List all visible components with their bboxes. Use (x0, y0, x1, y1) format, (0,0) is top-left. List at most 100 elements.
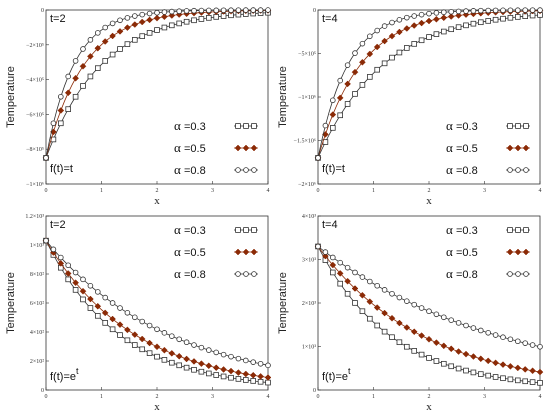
data-point (359, 40, 366, 47)
legend-entry: α =0.5 (174, 244, 258, 259)
series-2 (314, 243, 544, 376)
legend-marker (243, 167, 249, 173)
data-point (484, 357, 492, 365)
data-point (455, 348, 462, 355)
data-point (440, 314, 447, 321)
subplot-4: 0 1 2 3 401×10³2×10³3×10³4×10³xTemperaturet=… (277, 214, 544, 413)
data-point (507, 376, 514, 383)
data-point (315, 155, 321, 161)
data-point (109, 326, 116, 333)
data-point (57, 107, 65, 114)
data-point (529, 367, 536, 375)
legend-label: =0.8 (184, 165, 206, 177)
data-point (257, 360, 264, 367)
alpha-symbol: α (446, 140, 453, 155)
data-point (411, 301, 418, 308)
legend-marker (523, 271, 529, 277)
source-function-label: f(t)=t (50, 163, 73, 175)
data-point (440, 9, 447, 16)
data-point (80, 46, 86, 52)
data-point (139, 346, 146, 353)
data-point (366, 33, 373, 40)
y-tick-label: −2×10⁵ (26, 43, 44, 49)
data-point (101, 309, 109, 317)
legend-entry: α =0.8 (446, 162, 530, 177)
data-point (418, 305, 425, 311)
data-point (235, 376, 242, 382)
alpha-symbol: α (174, 140, 181, 155)
data-point (117, 17, 123, 24)
series-1 (43, 9, 271, 161)
data-point (403, 14, 410, 21)
data-point (470, 8, 477, 14)
data-point (213, 14, 220, 20)
legend-entry: α =0.5 (446, 140, 530, 155)
data-point (463, 322, 469, 329)
data-point (154, 27, 160, 33)
data-point (411, 348, 417, 354)
data-point (146, 350, 153, 356)
series-2 (314, 7, 544, 162)
data-point (344, 101, 351, 107)
data-point (146, 322, 153, 329)
data-point (499, 361, 507, 368)
data-point (176, 8, 183, 15)
y-tick-label: 1×10³ (30, 243, 44, 249)
data-point (50, 120, 57, 127)
data-point (57, 260, 65, 267)
data-point (176, 20, 183, 27)
y-tick-label: 2×10³ (302, 301, 316, 307)
data-point (433, 311, 440, 318)
data-point (351, 68, 359, 76)
y-tick-label: 0 (41, 388, 44, 394)
y-axis-label: Temperature (277, 272, 289, 334)
data-point (183, 18, 190, 25)
data-point (329, 125, 336, 131)
alpha-symbol: α (446, 266, 453, 281)
alpha-symbol: α (174, 244, 181, 259)
data-point (80, 296, 86, 303)
legend-marker (242, 248, 250, 256)
data-point (411, 41, 417, 47)
data-point (447, 345, 455, 353)
legend-label: =0.3 (456, 121, 478, 133)
source-function-superscript: t (76, 366, 79, 376)
data-point (403, 343, 410, 350)
data-point (366, 74, 373, 80)
data-point (94, 302, 102, 310)
y-tick-label: 4×10³ (302, 214, 316, 220)
data-point (366, 315, 373, 322)
data-point (374, 27, 381, 34)
legend-marker (243, 227, 249, 233)
data-point (198, 360, 205, 368)
data-point (515, 377, 521, 384)
data-point (440, 14, 448, 22)
data-point (87, 283, 94, 289)
data-point (359, 291, 366, 299)
data-point (344, 277, 351, 285)
data-point (139, 11, 146, 18)
source-function-label: f(t)=et (322, 366, 351, 383)
data-point (433, 358, 440, 364)
legend-marker (235, 271, 241, 277)
data-point (235, 7, 242, 13)
data-point (537, 343, 543, 350)
x-tick-label: 4 (267, 394, 270, 400)
series-line (45, 240, 269, 383)
y-tick-label: 4×10² (30, 330, 44, 336)
data-point (72, 269, 79, 276)
legend-label: =0.3 (184, 225, 206, 237)
data-point (329, 261, 337, 269)
data-point (146, 339, 153, 347)
data-point (359, 82, 366, 88)
alpha-symbol: α (446, 118, 453, 133)
data-point (206, 347, 212, 353)
data-point (351, 285, 359, 292)
data-point (470, 325, 477, 331)
legend-marker (235, 167, 241, 173)
legend-marker (522, 248, 530, 256)
data-point (109, 51, 116, 58)
data-point (228, 7, 234, 13)
data-point (418, 332, 425, 339)
data-point (264, 374, 272, 381)
